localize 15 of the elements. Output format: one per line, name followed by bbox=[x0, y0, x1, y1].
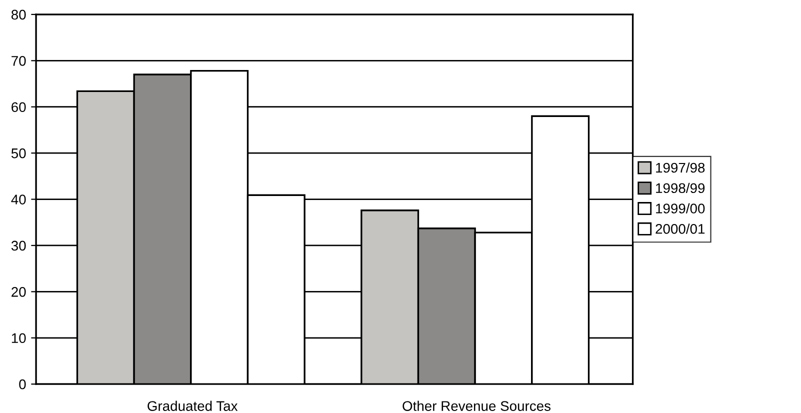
legend-label: 1997/98 bbox=[656, 162, 705, 173]
y-tick-label: 60 bbox=[12, 102, 26, 112]
legend-label: 1999/00 bbox=[656, 203, 705, 214]
y-tick-label: 10 bbox=[12, 333, 26, 344]
legend-label: 2000/01 bbox=[656, 224, 705, 234]
y-tick-label: 80 bbox=[11, 10, 26, 20]
y-tick-label: 20 bbox=[12, 287, 26, 297]
x-tick-label: Other Revenue Sources bbox=[402, 400, 551, 411]
y-tick-label: 50 bbox=[11, 148, 26, 158]
y-tick-label: 70 bbox=[12, 56, 26, 66]
y-tick-label: 0 bbox=[19, 379, 26, 390]
legend-label: 1998/99 bbox=[656, 182, 705, 194]
y-tick-label: 40 bbox=[11, 194, 26, 204]
x-tick-label: Graduated Tax bbox=[148, 400, 238, 411]
y-tick-label: 30 bbox=[11, 240, 26, 251]
